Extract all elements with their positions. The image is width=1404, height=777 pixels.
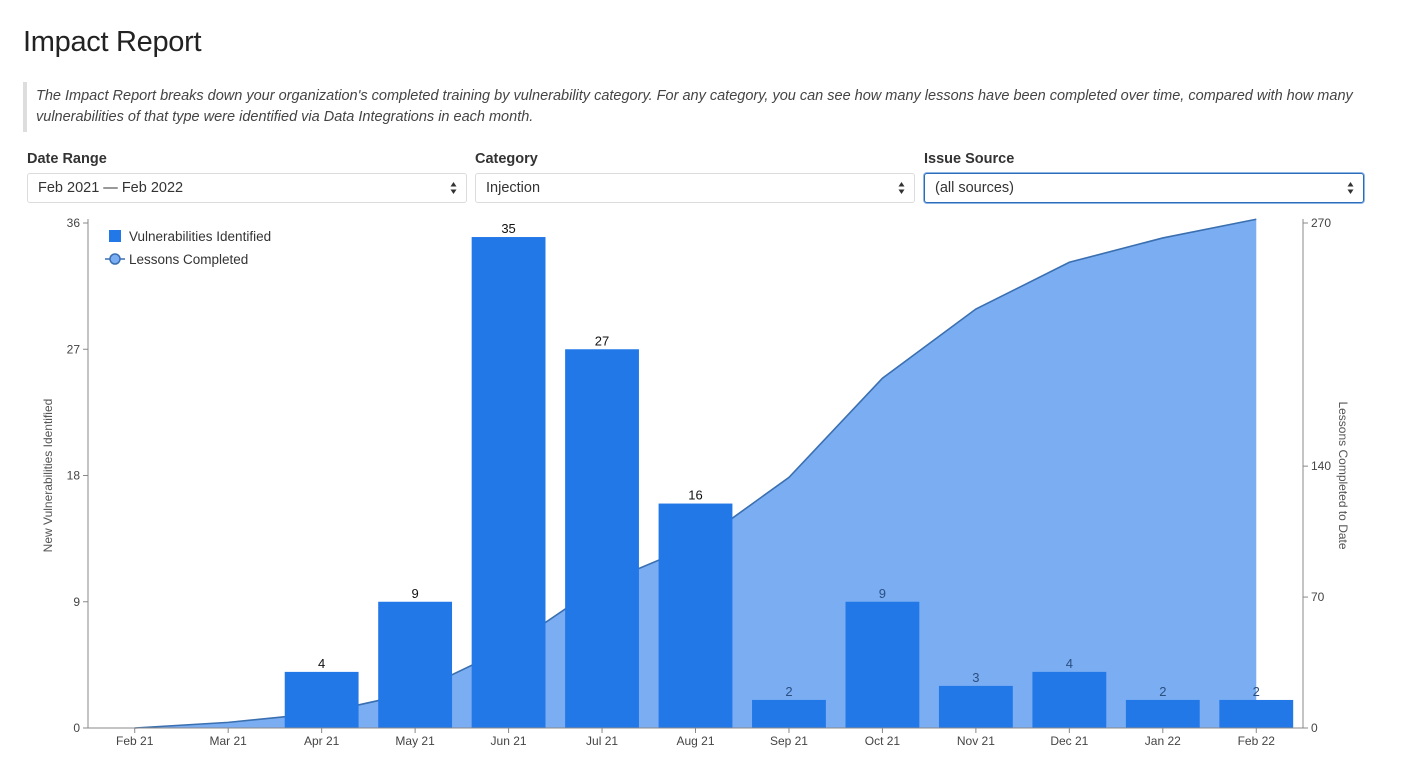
x-tick-label: Apr 21	[304, 734, 340, 748]
bar-value-label: 9	[879, 586, 886, 601]
x-tick-label: May 21	[395, 734, 435, 748]
select-arrows-icon	[898, 182, 905, 194]
bar-value-label: 4	[318, 656, 325, 671]
legend-line-label: Lessons Completed	[129, 252, 248, 267]
bar-may-21	[378, 601, 453, 728]
category-label: Category	[475, 151, 538, 167]
y-tick-label-right: 140	[1311, 459, 1331, 473]
y-tick-label-left: 36	[67, 216, 81, 230]
bar-value-label: 9	[411, 586, 418, 601]
y-tick-label-right: 70	[1311, 590, 1325, 604]
bar-value-label: 2	[785, 684, 792, 699]
x-tick-label: Aug 21	[676, 734, 714, 748]
issue-source-filter: Issue Source (all sources)	[924, 151, 1364, 203]
legend-bar-swatch	[109, 230, 121, 242]
bar-jun-21	[471, 237, 546, 728]
date-range-value: Feb 2021 — Feb 2022	[38, 180, 184, 196]
x-tick-label: Dec 21	[1050, 734, 1088, 748]
bar-apr-21	[284, 671, 359, 728]
category-value: Injection	[486, 180, 541, 196]
select-arrows-icon	[1347, 182, 1354, 194]
category-filter: Category Injection	[475, 151, 915, 203]
issue-source-select[interactable]: (all sources)	[924, 173, 1364, 203]
bar-value-label: 27	[595, 333, 609, 348]
bar-jul-21	[565, 349, 639, 728]
y-axis-title-right: Lessons Completed to Date	[1336, 401, 1350, 549]
bar-value-label: 3	[972, 670, 979, 685]
bar-aug-21	[658, 503, 733, 728]
x-tick-label: Feb 21	[116, 734, 154, 748]
page-title: Impact Report	[23, 26, 202, 58]
bar-jan-22	[1125, 699, 1200, 728]
impact-chart: 4 9 35 27 16 2 9 3 4 2 2 0 9 18 27 36 0 70 140 270 Feb 21 Mar…	[41, 216, 1350, 748]
bar-value-label: 4	[1066, 656, 1073, 671]
legend-bar-label: Vulnerabilities Identified	[129, 229, 271, 244]
bar-value-label: 16	[688, 488, 702, 503]
y-tick-label-left: 18	[67, 469, 81, 483]
issue-source-label: Issue Source	[924, 151, 1015, 167]
bar-feb-22	[1219, 699, 1294, 728]
legend-line-marker	[109, 253, 121, 265]
x-tick-label: Mar 21	[210, 734, 248, 748]
bar-sep-21	[752, 699, 826, 728]
date-range-filter: Date Range Feb 2021 — Feb 2022	[27, 151, 467, 203]
x-tick-label: Sep 21	[770, 734, 808, 748]
x-tick-label: Jan 22	[1145, 734, 1181, 748]
report-description: The Impact Report breaks down your organ…	[23, 82, 1363, 132]
x-tick-label: Oct 21	[865, 734, 901, 748]
bar-nov-21	[938, 685, 1013, 728]
x-tick-label: Jun 21	[491, 734, 527, 748]
date-range-select[interactable]: Feb 2021 — Feb 2022	[27, 173, 467, 203]
issue-source-value: (all sources)	[935, 180, 1014, 196]
bar-value-label: 2	[1253, 684, 1260, 699]
bar-oct-21	[845, 601, 920, 728]
select-arrows-icon	[450, 182, 457, 194]
x-tick-label: Nov 21	[957, 734, 995, 748]
y-tick-label-right: 0	[1311, 721, 1318, 735]
x-tick-label: Feb 22	[1238, 734, 1276, 748]
category-select[interactable]: Injection	[475, 173, 915, 203]
date-range-label: Date Range	[27, 151, 107, 167]
y-tick-label-left: 0	[73, 721, 80, 735]
bar-dec-21	[1032, 671, 1107, 728]
y-tick-label-left: 9	[73, 595, 80, 609]
bar-value-label: 35	[501, 221, 515, 236]
bar-value-label: 2	[1159, 684, 1166, 699]
x-tick-label: Jul 21	[586, 734, 618, 748]
y-tick-label-left: 27	[67, 342, 81, 356]
y-tick-label-right: 270	[1311, 216, 1331, 230]
lessons-area	[134, 219, 1257, 728]
y-axis-title-left: New Vulnerabilities Identified	[41, 399, 55, 553]
